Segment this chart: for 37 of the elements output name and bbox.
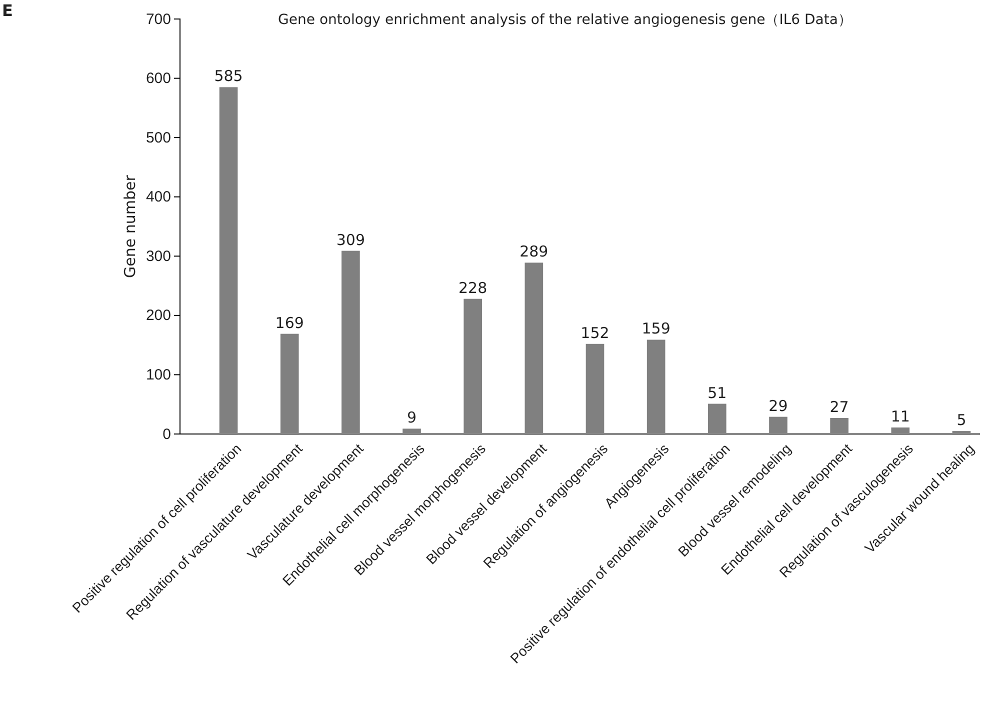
y-tick-label: 300: [146, 248, 171, 265]
y-tick-label: 700: [146, 10, 171, 28]
y-tick-label: 100: [146, 366, 171, 384]
data-label: 5: [956, 411, 966, 430]
chart-title: Gene ontology enrichment analysis of the relative angiogenesis gene（IL6 Data）: [278, 12, 852, 28]
y-tick-label: 0: [162, 426, 171, 443]
bar: [464, 298, 482, 434]
bar: [952, 431, 971, 434]
bar: [830, 418, 848, 434]
bar: [769, 416, 788, 434]
text: E: [2, 1, 13, 20]
bar: [646, 340, 666, 434]
y-tick-label: 600: [146, 70, 171, 88]
y-tick-label: 500: [146, 129, 171, 146]
data-label: 11: [890, 407, 910, 426]
data-label: 27: [830, 398, 849, 416]
y-tick-label: 400: [146, 188, 171, 206]
data-label: 228: [458, 278, 488, 297]
bar: [586, 344, 604, 434]
data-label: 289: [520, 242, 548, 261]
data-label: 152: [580, 324, 610, 342]
bar: [402, 428, 421, 434]
y-axis-title: Gene number: [121, 174, 139, 278]
data-label: 29: [768, 396, 788, 415]
bar: [342, 250, 360, 434]
y-tick-label: 200: [146, 307, 171, 324]
data-label: 309: [336, 230, 366, 249]
data-label: 9: [406, 408, 417, 427]
data-label: 585: [214, 67, 243, 86]
data-label: 169: [275, 314, 304, 332]
bar: [708, 404, 726, 434]
data-label: 159: [642, 320, 670, 338]
bar: [891, 427, 910, 434]
bar: [219, 87, 238, 434]
bar: [280, 334, 299, 434]
data-label: 51: [708, 384, 727, 402]
bar: [524, 262, 544, 434]
